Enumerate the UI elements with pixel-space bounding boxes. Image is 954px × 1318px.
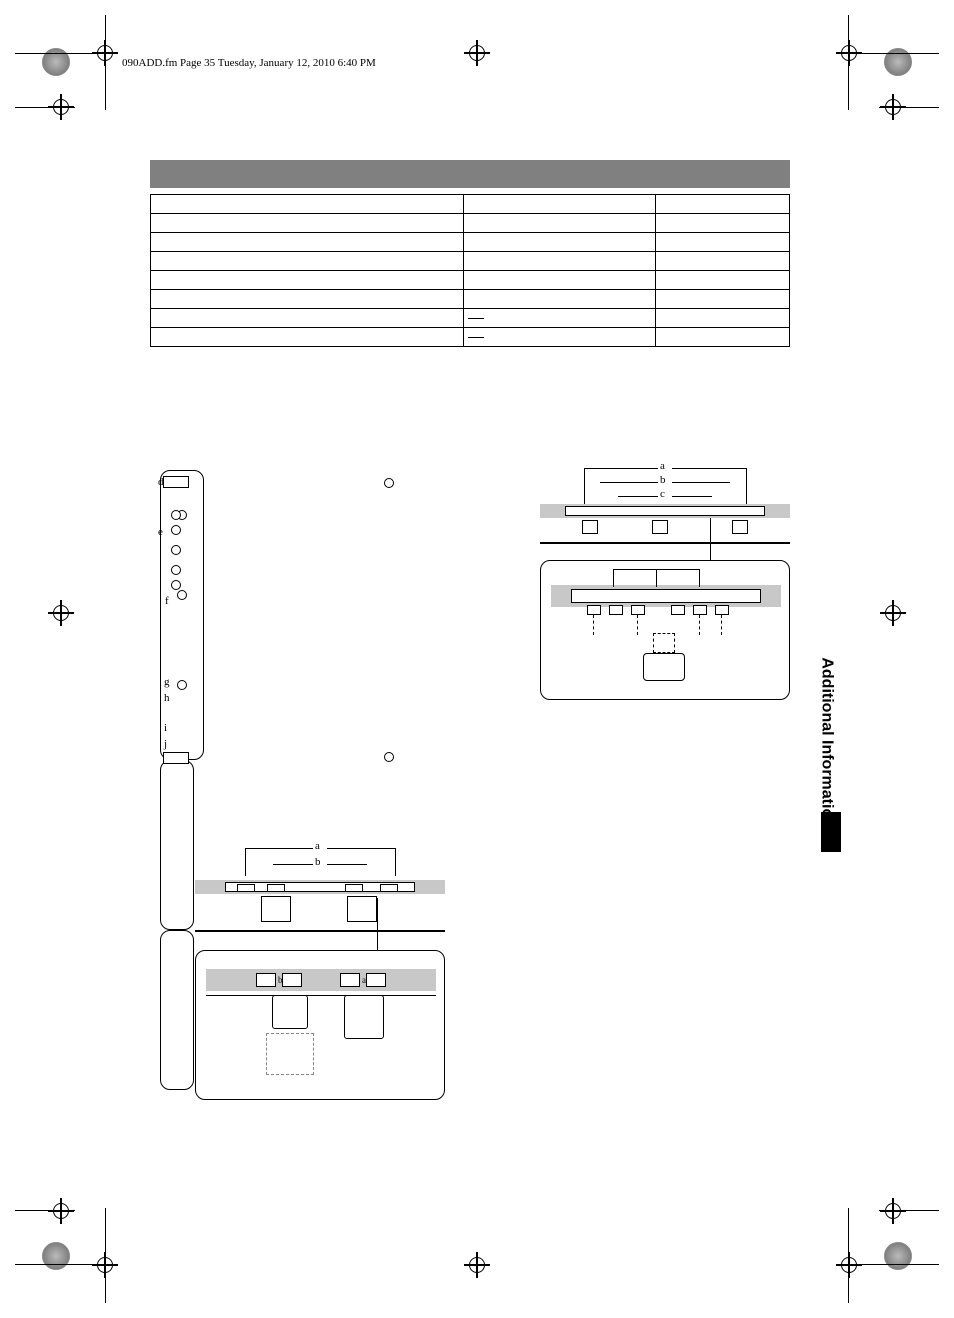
diagram-mount-lower: a b b a bbox=[195, 840, 445, 1110]
rail-label: g bbox=[164, 676, 170, 688]
crop-target bbox=[880, 1198, 906, 1224]
diagram-mount-right: a b c bbox=[540, 460, 790, 720]
diagram-rails-left: d e f g h i j bbox=[160, 470, 400, 770]
detail-callout bbox=[540, 560, 790, 700]
section-header-bar bbox=[150, 160, 790, 188]
crop-line bbox=[15, 53, 105, 54]
crop-line bbox=[849, 53, 939, 54]
spec-table bbox=[150, 194, 790, 347]
registration-mark bbox=[42, 1242, 70, 1270]
crop-line bbox=[849, 1264, 939, 1265]
table-row bbox=[151, 233, 790, 252]
page-headnote: 090ADD.fm Page 35 Tuesday, January 12, 2… bbox=[122, 57, 376, 69]
crop-target bbox=[464, 40, 490, 66]
crop-line bbox=[879, 1210, 939, 1211]
rail-label: f bbox=[165, 595, 169, 607]
crop-target bbox=[48, 600, 74, 626]
mount-label: b bbox=[315, 856, 321, 868]
crop-line bbox=[848, 15, 849, 110]
table-row bbox=[151, 252, 790, 271]
rail-label: e bbox=[158, 526, 163, 538]
crop-target bbox=[48, 1198, 74, 1224]
crop-line bbox=[105, 1208, 106, 1303]
detail-callout: b a bbox=[195, 950, 445, 1100]
rail-label: i bbox=[164, 722, 167, 734]
mount-label: a bbox=[660, 460, 665, 472]
crop-line bbox=[15, 107, 75, 108]
mount-label: a bbox=[315, 840, 320, 852]
crop-line bbox=[879, 107, 939, 108]
rail-label: j bbox=[164, 738, 167, 750]
crop-line bbox=[848, 1208, 849, 1303]
mount-label: b bbox=[660, 474, 666, 486]
crop-target bbox=[464, 1252, 490, 1278]
crop-target bbox=[880, 600, 906, 626]
crop-line bbox=[15, 1210, 75, 1211]
table-row bbox=[151, 195, 790, 214]
table-row bbox=[151, 290, 790, 309]
section-tab-label: Additional Information bbox=[818, 657, 836, 828]
mount-label: c bbox=[660, 488, 665, 500]
rail-label: h bbox=[164, 692, 170, 704]
crop-line bbox=[105, 15, 106, 110]
table-row bbox=[151, 271, 790, 290]
table-row bbox=[151, 328, 790, 347]
crop-target bbox=[836, 1252, 862, 1278]
registration-mark bbox=[884, 1242, 912, 1270]
table-row bbox=[151, 214, 790, 233]
diagram-area: d e f g h i j a b c bbox=[150, 460, 790, 1160]
table-row bbox=[151, 309, 790, 328]
crop-line bbox=[15, 1264, 105, 1265]
